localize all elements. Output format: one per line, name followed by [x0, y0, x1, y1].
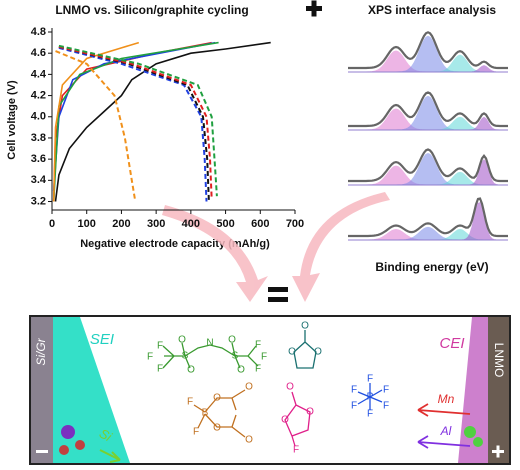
x-axis-label: Negative electrode capacity (mAh/g)	[80, 238, 270, 250]
atom-label: F	[255, 340, 261, 351]
atom-label: O	[286, 382, 294, 393]
anode	[31, 317, 53, 463]
x-tick-label: 600	[251, 218, 269, 230]
atom-label: S	[182, 351, 189, 362]
anode-label: Si/Gr	[34, 337, 48, 365]
atom-label: O	[187, 365, 195, 376]
x-tick-label: 400	[182, 218, 200, 230]
data-line	[58, 45, 213, 200]
data-line	[54, 41, 271, 202]
merge-arrows	[162, 192, 390, 302]
x-tick-label: 200	[112, 218, 130, 230]
atom-label: F	[187, 397, 193, 408]
data-line	[52, 41, 219, 202]
atom-label: F	[157, 341, 163, 352]
atom-label: O	[306, 407, 314, 418]
cathode-label: LNMO	[492, 343, 506, 378]
atom-label: O	[237, 365, 245, 376]
atom-label: O	[314, 347, 322, 358]
atom-label: O	[288, 347, 296, 358]
equals-symbol	[268, 287, 288, 302]
xps-peak	[348, 158, 508, 186]
atom-label: F	[157, 364, 163, 375]
sei-label: SEI	[90, 331, 114, 348]
atom-label: O	[213, 393, 221, 404]
atom-label: P	[367, 392, 374, 403]
atom-label: N	[206, 338, 213, 349]
y-tick-label: 3.8	[31, 132, 46, 144]
xps-envelope	[348, 148, 508, 183]
atom-label: F	[147, 352, 153, 363]
atom-label: F	[193, 427, 199, 438]
x-tick-label: 0	[49, 218, 55, 230]
atom-label: F	[367, 409, 373, 420]
mn-label: Mn	[438, 392, 455, 406]
x-tick-label: 100	[78, 218, 96, 230]
atom-label: F	[383, 401, 389, 412]
minus-sign	[36, 450, 48, 453]
cathode	[488, 317, 509, 463]
atom-label: O	[213, 423, 221, 434]
y-tick-label: 4.8	[31, 26, 46, 38]
y-tick-label: 4.0	[31, 111, 46, 123]
data-line	[58, 46, 208, 202]
cei-label: CEI	[439, 335, 464, 352]
atom-label: O	[281, 415, 289, 426]
cei-layer	[458, 317, 488, 463]
y-tick-label: 3.4	[31, 174, 47, 186]
atom-label: O	[178, 335, 186, 346]
atom-label: F	[351, 401, 357, 412]
y-tick-label: 4.4	[31, 68, 47, 80]
xps-envelope	[348, 197, 508, 238]
xps-x-label: Binding energy (eV)	[375, 260, 488, 274]
atom-label: F	[261, 352, 267, 363]
xps-envelope	[348, 31, 508, 70]
xps-title: XPS interface analysis	[368, 3, 496, 17]
y-tick-label: 3.6	[31, 153, 46, 165]
atom-label: O	[245, 435, 253, 446]
atom-label: B	[202, 408, 209, 419]
x-tick-label: 700	[286, 218, 304, 230]
y-tick-label: 3.2	[31, 195, 46, 207]
chart-title: LNMO vs. Silicon/graphite cycling	[55, 3, 248, 17]
al-label: Al	[440, 424, 452, 438]
data-line	[58, 45, 210, 202]
atom-label: F	[351, 385, 357, 396]
data-line	[58, 44, 218, 197]
y-tick-label: 4.2	[31, 89, 46, 101]
data-line	[52, 41, 140, 202]
atom-label: F	[383, 385, 389, 396]
xps-peak	[348, 116, 508, 131]
data-line	[52, 41, 216, 191]
cell-diagram	[29, 315, 511, 465]
x-tick-label: 500	[216, 218, 234, 230]
y-axis-label: Cell voltage (V)	[6, 80, 18, 160]
data-line	[55, 50, 137, 202]
x-tick-label: 300	[147, 218, 165, 230]
atom-label: O	[245, 382, 253, 393]
atom-label: S	[232, 351, 239, 362]
y-tick-label: 4.6	[31, 47, 46, 59]
plus-symbol	[306, 0, 322, 17]
atom-label: F	[255, 364, 261, 375]
atom-label: F	[293, 445, 299, 456]
plus-sign	[492, 445, 504, 458]
atom-label: O	[228, 335, 236, 346]
data-line	[52, 41, 212, 202]
xps-peak	[348, 65, 508, 73]
xps-envelope	[348, 91, 508, 128]
atom-label: F	[367, 374, 373, 385]
atom-label: O	[301, 321, 309, 332]
xps-spectra	[348, 31, 508, 241]
